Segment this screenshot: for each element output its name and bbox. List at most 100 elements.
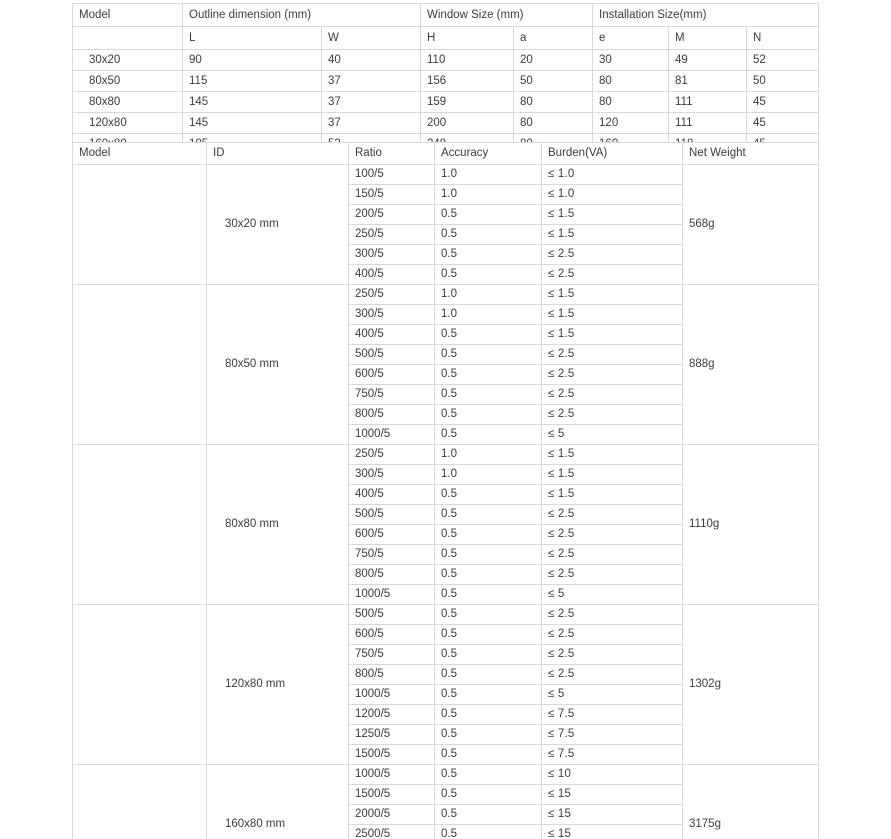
ratio-cell-accuracy: 0.5 — [434, 264, 542, 285]
ratio-cell-ratio: 150/5 — [348, 184, 435, 205]
ratio-cell-accuracy: 1.0 — [434, 464, 542, 485]
dimension-cell-h: 159 — [420, 91, 515, 113]
ratio-cell-burden: ≤ 2.5 — [541, 244, 683, 265]
dimension-cell-l: 90 — [182, 49, 322, 71]
dimension-cell-model: 80x50 — [72, 70, 183, 92]
ratio-cell-model — [72, 604, 207, 765]
dimension-cell-model: 30x20 — [72, 49, 183, 71]
ratio-cell-burden: ≤ 1.5 — [541, 484, 683, 505]
ratio-cell-ratio: 1250/5 — [348, 724, 435, 745]
dimension-cell-m: 111 — [668, 112, 748, 134]
dimension-cell-n: 52 — [746, 49, 820, 71]
ratio-cell-burden: ≤ 15 — [541, 804, 683, 825]
ratio-cell-ratio: 750/5 — [348, 644, 435, 665]
ratio-cell-burden: ≤ 7.5 — [541, 724, 683, 745]
ratio-cell-accuracy: 0.5 — [434, 224, 542, 245]
dimension-header-window: Window Size (mm) — [420, 3, 594, 27]
ratio-cell-burden: ≤ 7.5 — [541, 744, 683, 765]
ratio-cell-burden: ≤ 2.5 — [541, 544, 683, 565]
ratio-cell-accuracy: 0.5 — [434, 424, 542, 445]
dimension-subheader-blank — [72, 26, 183, 50]
table-row: 80x80 mm 250/5 1.0 ≤ 1.5 1110g — [72, 444, 819, 605]
table-row: 300/5 0.5 ≤ 2.5 — [73, 244, 819, 265]
ratio-cell-accuracy: 0.5 — [434, 724, 542, 745]
ratio-cell-accuracy: 0.5 — [434, 544, 542, 565]
table-row: 2500/5 0.5 ≤ 15 — [73, 824, 819, 839]
ratio-cell-accuracy: 1.0 — [434, 184, 542, 205]
dimension-cell-m: 49 — [668, 49, 748, 71]
dimension-cell-e: 120 — [592, 112, 670, 134]
table-row: 80x50 115 37 156 50 80 81 50 — [72, 70, 820, 92]
ratio-cell-burden: ≤ 2.5 — [541, 624, 683, 645]
dimension-cell-l: 115 — [182, 70, 322, 92]
ratio-cell-accuracy: 0.5 — [434, 804, 542, 825]
ratio-header-ratio: Ratio — [348, 142, 435, 165]
ratio-table-groups: 30x20 mm 100/5 1.0 ≤ 1.0 568g 150/5 1.0 ≤ 1.0 20… — [72, 164, 819, 839]
dimension-cell-a: 80 — [513, 112, 594, 134]
ratio-cell-burden: ≤ 2.5 — [541, 384, 683, 405]
ratio-cell-ratio: 750/5 — [348, 384, 435, 405]
ratio-cell-ratio: 2000/5 — [348, 804, 435, 825]
dimension-cell-l: 145 — [182, 112, 322, 134]
table-row: 80x50 mm 250/5 1.0 ≤ 1.5 888g — [72, 284, 819, 445]
ratio-cell-ratio: 100/5 — [348, 164, 435, 185]
ratio-cell-accuracy: 1.0 — [434, 284, 542, 305]
ratio-header-model: Model — [72, 142, 207, 165]
ratio-cell-ratio: 800/5 — [348, 564, 435, 585]
ratio-cell-id: 80x50 mm — [206, 284, 349, 445]
dimension-subheader-h: H — [420, 26, 515, 50]
ratio-cell-accuracy: 0.5 — [434, 704, 542, 725]
ratio-header-accuracy: Accuracy — [434, 142, 542, 165]
dimension-cell-a: 80 — [513, 91, 594, 113]
table-row: 400/5 0.5 ≤ 2.5 — [73, 264, 819, 285]
dimension-cell-l: 145 — [182, 91, 322, 113]
ratio-cell-accuracy: 0.5 — [434, 684, 542, 705]
ratio-table: Model ID Ratio Accuracy Burden(VA) Net W… — [72, 142, 819, 839]
table-row: 250/5 0.5 ≤ 1.5 — [73, 224, 819, 245]
ratio-cell-burden: ≤ 1.0 — [541, 184, 683, 205]
table-row: 30x20 90 40 110 20 30 49 52 — [72, 49, 820, 71]
ratio-cell-ratio: 400/5 — [348, 264, 435, 285]
dimension-cell-n: 45 — [746, 91, 820, 113]
ratio-cell-accuracy: 0.5 — [434, 244, 542, 265]
dimension-table-group-header-row: Model Outline dimension (mm) Window Size… — [72, 3, 820, 27]
ratio-cell-burden: ≤ 15 — [541, 824, 683, 839]
ratio-cell-accuracy: 0.5 — [434, 324, 542, 345]
ratio-cell-net-weight: 1302g — [682, 604, 819, 765]
ratio-cell-ratio: 250/5 — [348, 284, 435, 305]
ratio-cell-ratio: 600/5 — [348, 624, 435, 645]
ratio-cell-accuracy: 0.5 — [434, 504, 542, 525]
table-row: 600/5 0.5 ≤ 2.5 — [73, 524, 819, 545]
ratio-cell-burden: ≤ 5 — [541, 584, 683, 605]
ratio-cell-burden: ≤ 2.5 — [541, 504, 683, 525]
ratio-cell-model — [72, 444, 207, 605]
table-row: 120x80 mm 500/5 0.5 ≤ 2.5 1302g — [72, 604, 819, 765]
ratio-cell-accuracy: 0.5 — [434, 524, 542, 545]
ratio-cell-accuracy: 0.5 — [434, 364, 542, 385]
dimension-subheader-m: M — [668, 26, 748, 50]
ratio-cell-burden: ≤ 2.5 — [541, 344, 683, 365]
dimension-cell-m: 81 — [668, 70, 748, 92]
table-row: 120x80 145 37 200 80 120 111 45 — [72, 112, 820, 134]
ratio-cell-burden: ≤ 2.5 — [541, 564, 683, 585]
table-row: 600/5 0.5 ≤ 2.5 — [73, 364, 819, 385]
ratio-table-header-row: Model ID Ratio Accuracy Burden(VA) Net W… — [72, 142, 819, 165]
dimension-subheader-w: W — [320, 26, 422, 50]
dimension-cell-h: 200 — [420, 112, 515, 134]
dimension-cell-h: 110 — [420, 49, 515, 71]
table-row: 750/5 0.5 ≤ 2.5 — [73, 384, 819, 405]
ratio-cell-burden: ≤ 2.5 — [541, 604, 683, 625]
ratio-cell-ratio: 1500/5 — [348, 784, 435, 805]
ratio-cell-burden: ≤ 2.5 — [541, 664, 683, 685]
dimension-cell-n: 50 — [746, 70, 820, 92]
table-row: 400/5 0.5 ≤ 1.5 — [73, 484, 819, 505]
ratio-cell-ratio: 300/5 — [348, 464, 435, 485]
dimension-cell-a: 20 — [513, 49, 594, 71]
table-row: 150/5 1.0 ≤ 1.0 — [73, 184, 819, 205]
table-row: 750/5 0.5 ≤ 2.5 — [73, 544, 819, 565]
dimension-cell-w: 37 — [320, 91, 422, 113]
dimension-cell-e: 30 — [592, 49, 670, 71]
dimension-cell-w: 40 — [320, 49, 422, 71]
ratio-cell-accuracy: 0.5 — [434, 824, 542, 839]
dimension-header-outline: Outline dimension (mm) — [181, 3, 422, 27]
